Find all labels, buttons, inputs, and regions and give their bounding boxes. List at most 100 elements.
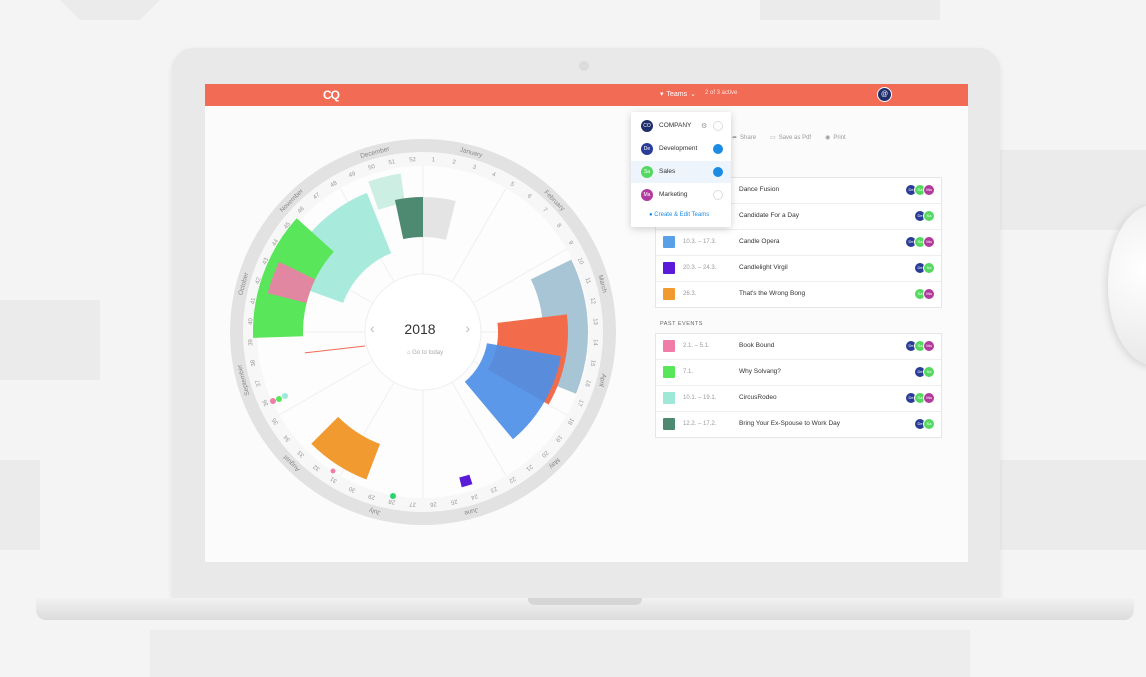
week-number: 21 — [524, 463, 533, 472]
share-label: Share — [740, 134, 757, 141]
app-logo[interactable]: CQ — [323, 88, 340, 102]
gear-icon[interactable]: ⚙ — [701, 123, 708, 130]
event-color-swatch — [663, 392, 675, 404]
user-avatar[interactable]: @ — [877, 87, 892, 102]
team-toggle[interactable] — [713, 190, 723, 200]
week-number: 30 — [348, 484, 357, 492]
event-arc-ex-spouse[interactable] — [394, 197, 423, 240]
week-number: 7 — [541, 207, 548, 214]
teams-dropdown: ● Create & Edit Teams CO COMPANY ⚙ De Develo… — [631, 112, 731, 227]
week-number: 25 — [450, 498, 458, 505]
week-number: 46 — [297, 205, 306, 214]
team-option[interactable]: Ma Marketing — [631, 184, 731, 206]
week-number: 28 — [388, 498, 396, 505]
share-button[interactable]: ➦ Share — [732, 134, 757, 142]
week-number: 6 — [526, 193, 533, 200]
chevron-down-icon: ⌄ — [690, 91, 697, 98]
event-row[interactable]: 20.3. – 24.3. Candlelight Virgil De Sa — [656, 256, 941, 282]
week-number: 44 — [272, 238, 281, 247]
event-dot[interactable] — [270, 398, 276, 404]
event-row[interactable]: Candidate For a Day De Sa — [656, 204, 941, 230]
event-row[interactable]: 12.2. – 17.2. Bring Your Ex-Spouse to Wor… — [656, 412, 941, 437]
month-divider — [451, 187, 507, 283]
week-number: 26 — [429, 500, 437, 506]
week-number: 52 — [409, 157, 417, 163]
share-icon: ➦ — [732, 135, 738, 141]
save-pdf-button[interactable]: ▭ Save as Pdf — [770, 134, 811, 142]
event-teams: De Sa Ma — [905, 236, 935, 248]
team-label: Marketing — [659, 191, 688, 198]
event-teams: De Sa — [914, 210, 935, 222]
event-row[interactable]: 10.1. – 19.1. CircusRodeo De Sa Ma — [656, 386, 941, 412]
next-year-button[interactable]: › — [465, 320, 470, 336]
go-to-today-button[interactable]: ⌂ Go to today — [395, 350, 455, 356]
wheel-center — [364, 273, 482, 391]
event-row[interactable]: 10.3. – 17.3. Candle Opera De Sa Ma — [656, 230, 941, 256]
pdf-icon: ▭ — [770, 135, 776, 141]
team-option[interactable]: De Development — [631, 138, 731, 160]
week-number: 2 — [452, 160, 457, 167]
team-badge: De — [641, 143, 653, 155]
prev-year-button[interactable]: ‹ — [370, 320, 375, 336]
event-color-swatch — [663, 288, 675, 300]
week-number: 49 — [348, 171, 357, 179]
event-dot[interactable] — [329, 467, 337, 475]
event-dot[interactable] — [282, 393, 288, 399]
event-dates: 20.3. – 24.3. — [683, 265, 717, 271]
week-number: 48 — [330, 180, 339, 189]
event-row[interactable]: 7.1. Why Solvang? De Sa — [656, 360, 941, 386]
week-number: 18 — [566, 417, 575, 426]
event-dates: 10.3. – 17.3. — [683, 239, 717, 245]
event-dates: 2.1. – 5.1. — [683, 343, 710, 349]
year-label: 2018 — [404, 321, 436, 337]
event-dates: 7.1. — [683, 369, 694, 375]
team-avatar: Sa — [923, 262, 935, 274]
event-arc-candlelight-virgil[interactable] — [459, 474, 473, 488]
laptop-base — [36, 598, 1134, 620]
event-dot[interactable] — [276, 396, 282, 402]
week-number: 14 — [591, 339, 597, 347]
week-number: 17 — [575, 398, 583, 407]
event-row[interactable]: Dance Fusion De Sa Ma — [656, 178, 941, 204]
week-number: 33 — [296, 449, 305, 458]
event-row[interactable]: 26.3. That's the Wrong Bong Sa Ma — [656, 282, 941, 307]
week-number: 4 — [491, 172, 497, 179]
plus-icon: ● — [649, 212, 655, 218]
event-arc-dance-fusion[interactable] — [464, 343, 561, 440]
week-number: 9 — [567, 240, 574, 247]
event-arc-bookbound[interactable] — [267, 261, 316, 303]
print-button[interactable]: ◉ Print — [825, 134, 846, 142]
week-number: 16 — [583, 379, 591, 388]
week-number: 24 — [469, 492, 478, 500]
create-edit-teams-button[interactable]: ● Create & Edit Teams — [649, 212, 709, 218]
team-toggle[interactable] — [713, 167, 723, 177]
month-label: June — [463, 506, 479, 517]
team-option[interactable]: CO COMPANY ⚙ — [631, 115, 731, 137]
week-number: 42 — [255, 276, 263, 285]
team-option[interactable]: Sa Sales — [631, 161, 731, 183]
week-number: 36 — [262, 398, 270, 407]
teams-filter-button[interactable]: ▾ Teams ⌄ — [660, 90, 697, 99]
past-events-title: PAST EVENTS — [660, 321, 703, 327]
week-number: 23 — [489, 485, 498, 493]
app-screen: CQ ▾ Teams ⌄ 2 of 3 active @ 1 2 3 4 5 6 7 8 9 10… — [205, 84, 968, 562]
team-toggle[interactable] — [713, 121, 723, 131]
event-dates: 10.1. – 19.1. — [683, 395, 717, 401]
week-number: 11 — [583, 277, 591, 285]
go-to-today-label: Go to today — [412, 350, 444, 356]
event-name: Candidate For a Day — [739, 212, 799, 219]
month-divider — [451, 381, 507, 477]
team-toggle[interactable] — [713, 144, 723, 154]
event-row[interactable]: 2.1. – 5.1. Book Bound De Sa Ma — [656, 334, 941, 360]
past-events-list: 2.1. – 5.1. Book Bound De Sa Ma 7.1. Why Solva… — [655, 333, 942, 438]
event-arc-week[interactable] — [423, 197, 456, 240]
event-dot[interactable] — [390, 493, 396, 499]
team-avatar: Ma — [923, 288, 935, 300]
team-avatar: Ma — [923, 340, 935, 352]
toolbar: ➦ Share ▭ Save as Pdf ◉ Print — [732, 134, 846, 142]
week-number: 22 — [507, 475, 516, 484]
event-teams: De Sa — [914, 366, 935, 378]
filter-icon: ▾ — [660, 91, 664, 98]
event-arc-wrong-bong[interactable] — [311, 416, 380, 480]
week-number: 41 — [250, 297, 257, 305]
